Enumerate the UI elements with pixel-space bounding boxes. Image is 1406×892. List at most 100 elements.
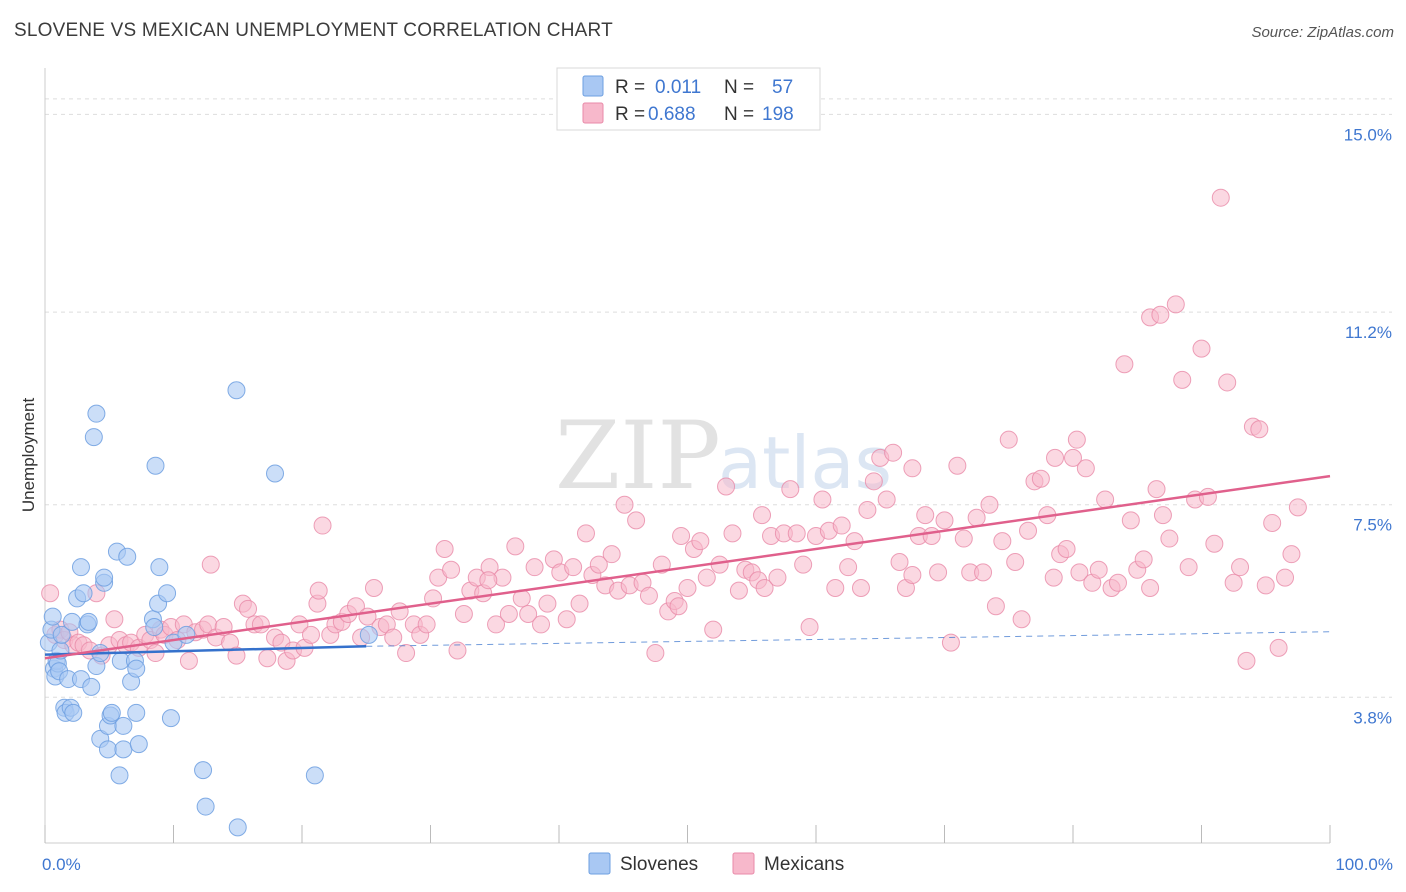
mexicans-point <box>697 568 716 587</box>
mexicans-point <box>417 615 436 634</box>
chart-title: SLOVENE VS MEXICAN UNEMPLOYMENT CORRELAT… <box>14 20 613 41</box>
slovenes-point <box>146 456 165 475</box>
mexicans-point <box>41 584 60 603</box>
mexicans-point <box>1269 638 1288 657</box>
mexicans-point <box>1160 529 1179 548</box>
mexicans-point <box>903 565 922 584</box>
mexicans-point <box>1147 480 1166 499</box>
axes <box>44 68 1331 844</box>
slovenes-point <box>102 703 121 722</box>
y-axis-title: Unemployment <box>19 398 38 513</box>
chart-source: Source: ZipAtlas.com <box>1251 24 1394 41</box>
mexicans-point <box>1096 490 1115 509</box>
mexicans-point <box>929 563 948 582</box>
slovenes-point <box>79 612 98 631</box>
slovenes-point <box>266 464 285 483</box>
mexicans-point <box>1263 513 1282 532</box>
mexicans-point <box>1276 568 1295 587</box>
mexicans-point <box>1288 498 1307 517</box>
mexicans-point <box>639 586 658 605</box>
mexicans-point <box>1166 295 1185 314</box>
mexicans-point <box>239 599 258 618</box>
mexicans-point <box>864 472 883 491</box>
mexicans-point <box>845 532 864 551</box>
series-legend: Slovenes Mexicans <box>588 852 844 875</box>
mexicans-point <box>105 610 124 629</box>
slovenes-point <box>161 709 180 728</box>
mexicans-point <box>922 526 941 545</box>
mexicans-point <box>980 495 999 514</box>
mexicans-point <box>877 490 896 509</box>
mexicans-point <box>227 646 246 665</box>
mexicans-point <box>813 490 832 509</box>
mexicans-point <box>839 558 858 577</box>
slovenes-point <box>227 381 246 400</box>
mexicans-point <box>948 456 967 475</box>
mexicans-point <box>729 581 748 600</box>
mexicans-point <box>1192 339 1211 358</box>
mexicans-point <box>723 524 742 543</box>
mexicans-point <box>1173 370 1192 389</box>
mexicans-point <box>615 495 634 514</box>
y-tick-label: 15.0% <box>1344 125 1392 144</box>
watermark-zip: ZIP <box>555 402 721 511</box>
mexicans-point <box>646 644 665 663</box>
legend-swatch-slovenes <box>582 75 604 97</box>
bottom-legend-swatch-slovenes <box>588 852 611 875</box>
slovenes-point <box>82 677 101 696</box>
watermark: ZIP atlas <box>555 402 892 511</box>
mexicans-point <box>993 532 1012 551</box>
mexicans-point <box>1282 545 1301 564</box>
mexicans-point <box>1205 534 1224 553</box>
slovenes-point <box>114 740 133 759</box>
y-tick-label: 3.8% <box>1353 708 1392 727</box>
mexicans-point <box>691 532 710 551</box>
mexicans-point <box>652 555 671 574</box>
slovenes-trend-extension <box>366 631 1331 647</box>
mexicans-point <box>669 597 688 616</box>
mexicans-point <box>1006 552 1025 571</box>
mexicans-point <box>941 633 960 652</box>
mexicans-point <box>179 651 198 670</box>
slovenes-point <box>129 735 148 754</box>
mexicans-point <box>532 615 551 634</box>
slovenes-point <box>194 761 213 780</box>
mexicans-point <box>1031 469 1050 488</box>
mexicans-point <box>903 459 922 478</box>
mexicans-point <box>519 605 538 624</box>
mexicans-point <box>858 500 877 519</box>
legend-r-label-slovenes: R = <box>615 77 645 98</box>
mexicans-point <box>397 644 416 663</box>
tick-labels: 3.8% 7.5% 11.2% 15.0% 0.0% 100.0% <box>42 125 1393 874</box>
correlation-legend: R = 0.011 N = 57 R = 0.688 N = 198 <box>556 67 821 131</box>
mexicans-point <box>576 524 595 543</box>
slovenes-point <box>71 558 90 577</box>
mexicans-point <box>986 597 1005 616</box>
legend-n-value-slovenes: 57 <box>772 77 793 98</box>
mexicans-point <box>479 571 498 590</box>
mexicans-point <box>781 480 800 499</box>
mexicans-point <box>525 558 544 577</box>
mexicans-points <box>41 188 1307 670</box>
y-tick-label: 11.2% <box>1345 323 1392 342</box>
mexicans-point <box>1250 420 1269 439</box>
bottom-legend-label-slovenes: Slovenes <box>620 854 698 875</box>
slovenes-point <box>359 625 378 644</box>
mexicans-point <box>826 579 845 597</box>
slovenes-point <box>95 568 114 587</box>
mexicans-point <box>1179 558 1198 577</box>
slovenes-point <box>74 584 93 603</box>
watermark-atlas: atlas <box>718 421 892 505</box>
mexicans-point <box>1121 511 1140 530</box>
mexicans-point <box>1256 576 1275 595</box>
mexicans-point <box>1076 459 1095 478</box>
mexicans-point <box>1108 573 1127 592</box>
mexicans-point <box>1064 448 1082 467</box>
mexicans-point <box>1044 568 1063 587</box>
mexicans-point <box>1198 487 1217 506</box>
mexicans-point <box>309 581 328 600</box>
mexicans-point <box>602 545 621 564</box>
mexicans-point <box>384 628 403 647</box>
mexicans-point <box>768 568 787 587</box>
mexicans-point <box>755 579 774 597</box>
